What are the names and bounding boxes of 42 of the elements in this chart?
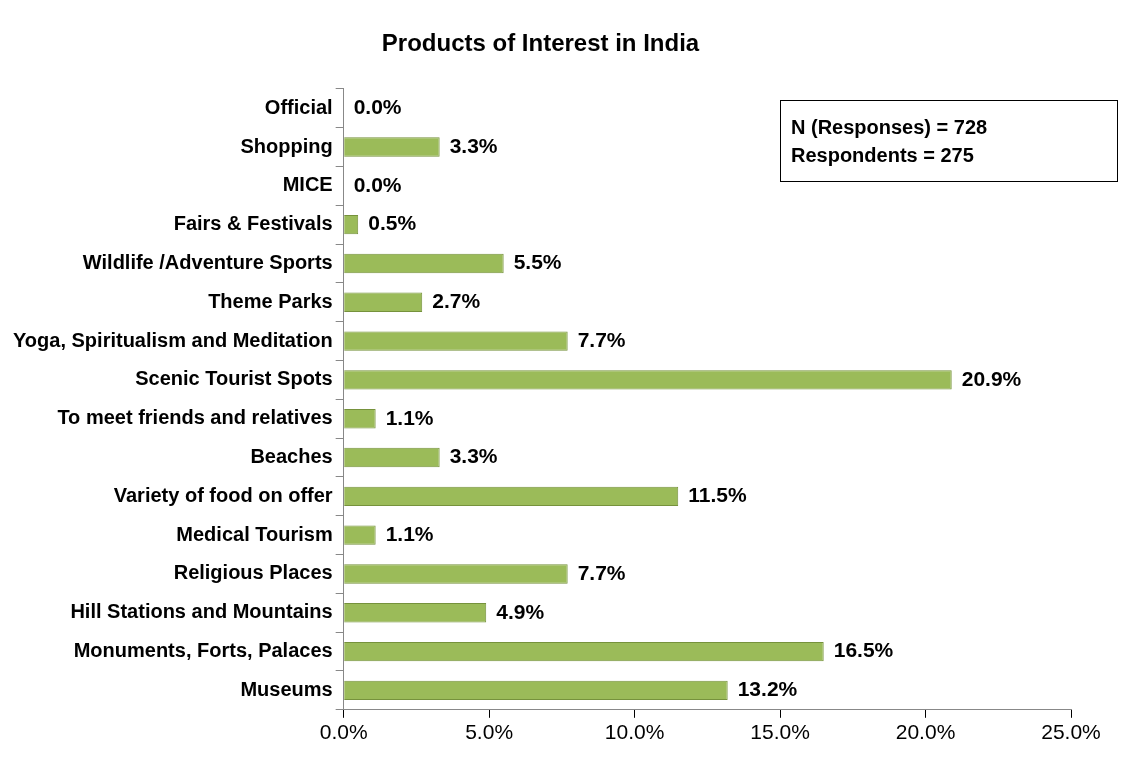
data-label: 2.7%: [432, 289, 481, 313]
x-tick-label: 20.0%: [895, 720, 956, 744]
y-tick-label: Variety of food on offer: [113, 483, 333, 506]
data-label: 7.7%: [577, 560, 626, 584]
y-tick-label: Shopping: [240, 134, 333, 157]
data-label: 11.5%: [688, 483, 747, 507]
data-label: 5.5%: [513, 250, 562, 274]
y-tick-label: Theme Parks: [208, 289, 333, 312]
data-label: 1.1%: [385, 405, 434, 429]
y-tick-label: Monuments, Forts, Palaces: [73, 639, 333, 662]
x-tick-label: 0.0%: [319, 720, 368, 744]
data-label: 7.7%: [577, 327, 626, 351]
y-tick-label: Medical Tourism: [176, 522, 333, 545]
y-tick-label: Scenic Tourist Spots: [135, 367, 333, 390]
y-tick-label: Museums: [240, 677, 333, 700]
x-tick-label: 25.0%: [1041, 720, 1101, 744]
y-tick-label: Wildlife /Adventure Sports: [82, 250, 333, 273]
chart-title: Products of Interest in India: [381, 29, 700, 57]
data-label: 1.1%: [385, 521, 434, 545]
data-label: 0.0%: [353, 95, 402, 118]
x-tick-label: 5.0%: [465, 720, 514, 744]
text-box: N (Responses) = 728 Respondents = 275: [780, 100, 1118, 182]
y-tick-label: MICE: [282, 173, 333, 196]
data-label: 4.9%: [496, 599, 545, 623]
data-label: 0.0%: [353, 172, 402, 196]
y-tick-label: Beaches: [250, 445, 333, 468]
y-tick-label: Fairs & Festivals: [173, 212, 333, 235]
y-tick-label: To meet friends and relatives: [57, 406, 333, 429]
y-tick-label: Religious Places: [173, 561, 333, 584]
data-label: 20.9%: [961, 366, 1022, 390]
annotation: N (Responses) = 728: [791, 115, 989, 140]
y-tick-label: Official: [264, 95, 333, 118]
data-label: 3.3%: [449, 133, 498, 157]
y-tick-label: Hill Stations and Mountains: [70, 600, 333, 623]
data-label: 3.3%: [449, 444, 498, 468]
x-tick-label: 15.0%: [750, 720, 810, 744]
x-tick-label: 10.0%: [604, 720, 665, 744]
annotation: Respondents = 275: [791, 143, 975, 168]
data-label: 16.5%: [833, 638, 894, 662]
data-label: 13.2%: [737, 677, 798, 701]
data-label: 0.5%: [368, 211, 417, 235]
y-tick-label: Yoga, Spiritualism and Meditation: [12, 328, 333, 351]
